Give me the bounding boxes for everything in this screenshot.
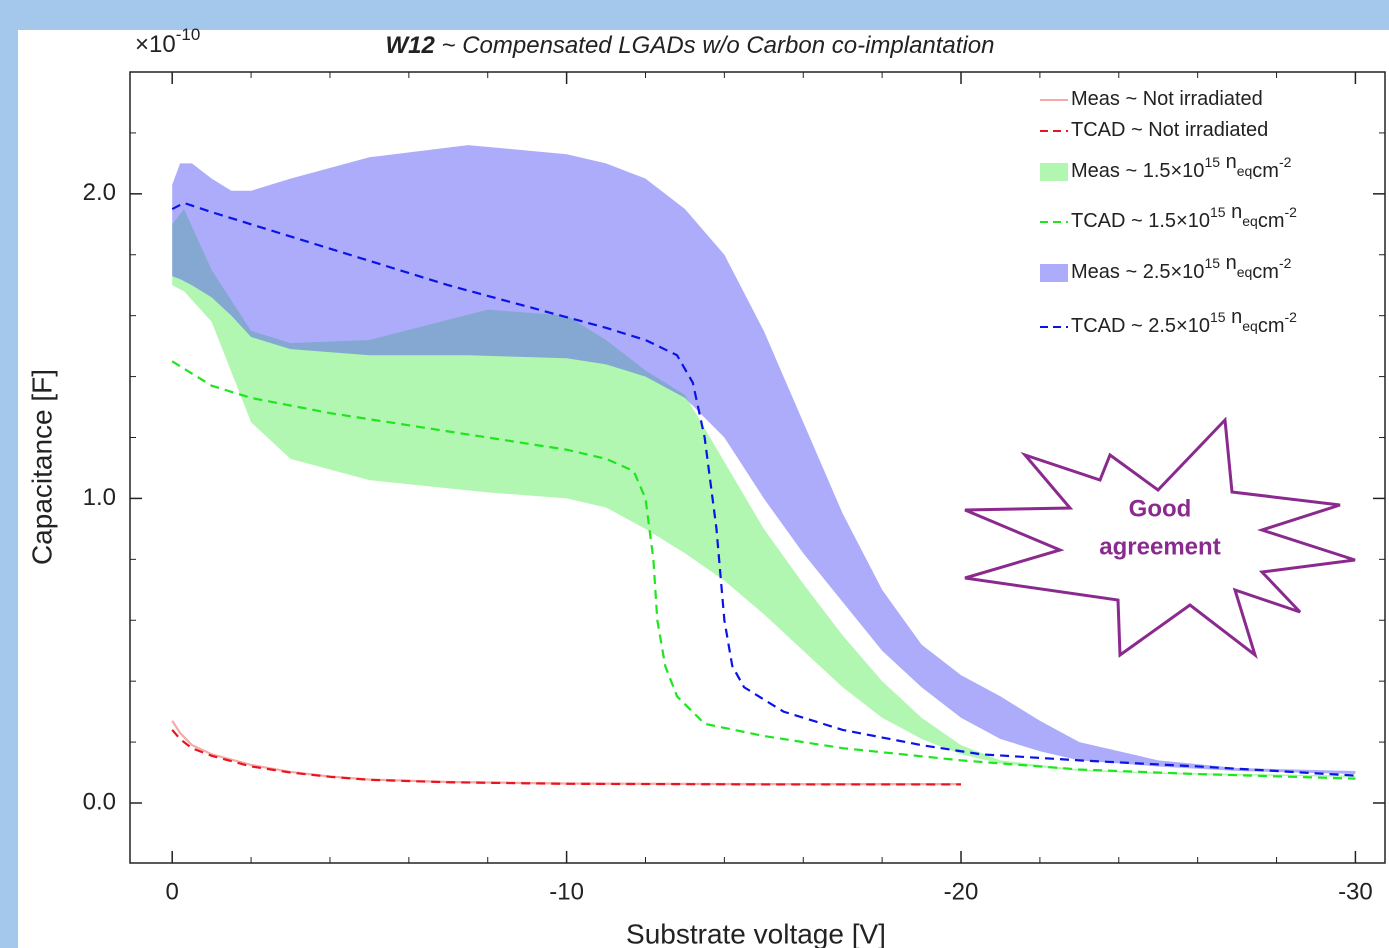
multiplier-exponent: -10 [176, 25, 201, 44]
x-tick-label: -30 [1338, 878, 1373, 905]
band [172, 145, 1356, 775]
y-tick-label: 1.0 [83, 484, 116, 511]
legend-sup: 15 [1204, 255, 1220, 271]
legend-sup: -2 [1279, 255, 1292, 271]
axes-frame [129, 71, 1386, 864]
starburst [964, 416, 1356, 660]
chart-title: W12 ~ Compensated LGADs w/o Carbon co-im… [386, 32, 995, 59]
annotation-text: agreement [1099, 533, 1220, 560]
legend-text: n [1226, 306, 1243, 328]
legend-label: TCAD ~ Not irradiated [1071, 119, 1268, 141]
legend-sup: 15 [1210, 204, 1226, 220]
annotation-text: Good [1129, 495, 1192, 522]
y-tick-label: 2.0 [83, 179, 116, 206]
x-tick-label: -20 [944, 878, 979, 905]
y-tick-label: 0.0 [83, 788, 116, 815]
y-axis-label: Capacitance [F] [26, 369, 57, 565]
legend-label: TCAD ~ 2.5×1015 neqcm-2 [1071, 306, 1297, 337]
legend-text: Meas ~ 1.5×10 [1071, 160, 1204, 182]
legend-label: Meas ~ 1.5×1015 neqcm-2 [1071, 151, 1292, 182]
legend-text: cm [1258, 210, 1285, 232]
legend-sup: -2 [1284, 204, 1297, 220]
legend-swatch [1040, 163, 1068, 181]
x-axis-label: Substrate voltage [V] [626, 918, 886, 948]
line [171, 201, 1356, 777]
x-tick-label: 0 [166, 878, 179, 905]
y-multiplier: ×10-10 [135, 25, 200, 58]
legend-text: Meas ~ Not irradiated [1071, 88, 1263, 110]
multiplier-base: ×10 [135, 31, 176, 58]
legend-sub: eq [1242, 213, 1258, 229]
legend: Meas ~ Not irradiated TCAD ~ Not irradiat… [1040, 88, 1297, 337]
legend-text: TCAD ~ 2.5×10 [1071, 315, 1210, 337]
legend-sup: -2 [1284, 309, 1297, 325]
legend-text: cm [1252, 160, 1279, 182]
legend-text: TCAD ~ Not irradiated [1071, 119, 1268, 141]
plot-area [171, 145, 1356, 786]
legend-text: cm [1258, 315, 1285, 337]
legend-sup: 15 [1210, 309, 1226, 325]
legend-label: Meas ~ Not irradiated [1071, 88, 1263, 110]
legend-swatch [1040, 264, 1068, 282]
legend-sup: -2 [1279, 154, 1292, 170]
legend-label: TCAD ~ 1.5×1015 neqcm-2 [1071, 201, 1297, 232]
legend-sup: 15 [1204, 154, 1220, 170]
legend-text: n [1226, 201, 1243, 223]
legend-sub: eq [1237, 264, 1253, 280]
line [171, 360, 1356, 780]
legend-text: Meas ~ 2.5×10 [1071, 261, 1204, 283]
title-bold: W12 [386, 32, 436, 59]
x-tick-label: -10 [549, 878, 584, 905]
legend-text: n [1220, 252, 1237, 274]
title-rest: ~ Compensated LGADs w/o Carbon co-implan… [435, 32, 995, 59]
legend-sub: eq [1237, 163, 1253, 179]
legend-label: Meas ~ 2.5×1015 neqcm-2 [1071, 252, 1292, 283]
annotation: Good agreement [1099, 495, 1220, 560]
legend-text: TCAD ~ 1.5×10 [1071, 210, 1210, 232]
legend-text: cm [1252, 261, 1279, 283]
legend-sub: eq [1242, 318, 1258, 334]
legend-text: n [1220, 151, 1237, 173]
line [171, 729, 962, 786]
